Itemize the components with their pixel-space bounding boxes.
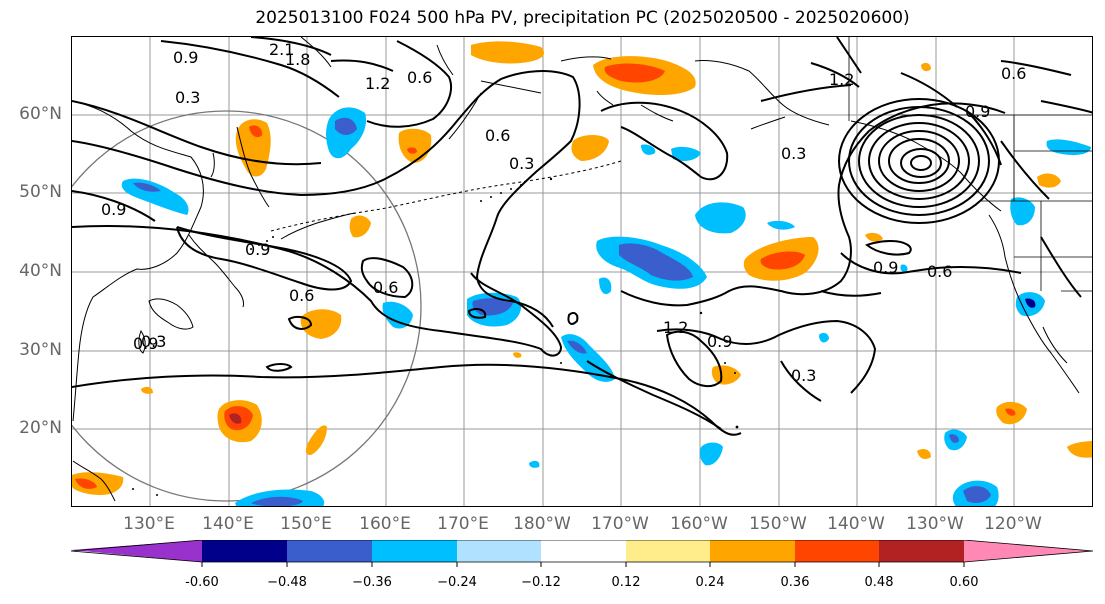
colorbar-label: −0.48 (267, 575, 307, 590)
colorbar-segment (541, 540, 626, 562)
colorbar-label: -0.60 (185, 575, 219, 590)
colorbar-extend-left (71, 540, 202, 562)
lon-label-160w: 160°W (670, 514, 728, 534)
contour-label: 0.9 (965, 102, 990, 121)
lon-label-120w: 120°W (984, 514, 1042, 534)
range-circle (72, 110, 422, 502)
contour-label: 0.9 (873, 258, 898, 277)
contour-label: 0.6 (1001, 64, 1026, 83)
lon-label-130e: 130°E (123, 514, 175, 534)
island-dots (132, 177, 739, 496)
contour-label: 0.3 (781, 144, 806, 163)
colorbar-ticks (201, 562, 965, 567)
contour-label: 1.2 (829, 70, 854, 89)
colorbar-label: 0.12 (612, 575, 641, 590)
contour-label: 0.6 (485, 126, 510, 145)
contour-label: 0.9 (245, 240, 270, 259)
colorbar-segment (626, 540, 710, 562)
contour-label: 0.6 (927, 262, 952, 281)
colorbar-segment (372, 540, 457, 562)
lon-label-150w: 150°W (749, 514, 807, 534)
colorbar: -0.60 −0.48 −0.36 −0.24 −0.12 0.12 0.24 … (0, 539, 1105, 600)
colorbar-segment (287, 540, 372, 562)
lat-label-20n: 20°N (19, 418, 62, 438)
lon-label-180w: 180°W (513, 514, 571, 534)
colorbar-segment (879, 540, 964, 562)
colorbar-label: −0.12 (521, 575, 561, 590)
precip-shading (72, 41, 1092, 506)
lon-label-150e: 150°E (280, 514, 332, 534)
contour-label: 0.3 (791, 366, 816, 385)
colorbar-label: 0.36 (781, 575, 810, 590)
contour-label: 1.8 (285, 50, 310, 69)
colorbar-segment (795, 540, 879, 562)
dashed-boundary (270, 160, 622, 232)
colorbar-label: −0.36 (352, 575, 392, 590)
lon-label-140w: 140°W (827, 514, 885, 534)
colorbar-label: 0.48 (865, 575, 894, 590)
lon-label-160e: 160°E (359, 514, 411, 534)
lat-label-30n: 30°N (19, 340, 62, 360)
lon-label-170w: 170°W (591, 514, 649, 534)
contour-label: 0.3 (175, 88, 200, 107)
pv-contours (72, 37, 1092, 436)
colorbar-segment (710, 540, 795, 562)
political-borders (848, 37, 1092, 292)
contour-label: 1.2 (365, 74, 390, 93)
lat-label-50n: 50°N (19, 182, 62, 202)
colorbar-svg: -0.60 −0.48 −0.36 −0.24 −0.12 0.12 0.24 … (70, 539, 1094, 590)
contour-label: 0.9 (101, 200, 126, 219)
lat-label-60n: 60°N (19, 104, 62, 124)
contour-label: 0.9 (707, 332, 732, 351)
coastlines (72, 37, 1080, 502)
cyclone-rings (838, 98, 1000, 224)
colorbar-label: 0.24 (696, 575, 725, 590)
lat-label-40n: 40°N (19, 261, 62, 281)
map-title: 2025013100 F024 500 hPa PV, precipitatio… (255, 8, 910, 28)
contour-label: 0.9 (173, 48, 198, 67)
colorbar-extend-right (964, 540, 1093, 562)
map-panel[interactable]: 2.1 1.8 0.9 1.2 0.6 0.3 0.9 0.6 0.3 0.9 … (71, 36, 1093, 507)
contour-label: 0.6 (373, 278, 398, 297)
contour-label: 0.9 (133, 334, 158, 353)
lon-label-130w: 130°W (906, 514, 964, 534)
contour-labels: 2.1 1.8 0.9 1.2 0.6 0.3 0.9 0.6 0.3 0.9 … (101, 40, 1026, 385)
contour-label: 1.2 (663, 318, 688, 337)
map-svg: 2.1 1.8 0.9 1.2 0.6 0.3 0.9 0.6 0.3 0.9 … (72, 37, 1092, 506)
lon-label-140e: 140°E (202, 514, 254, 534)
colorbar-segment (457, 540, 541, 562)
contour-label: 0.6 (289, 286, 314, 305)
colorbar-label: −0.24 (437, 575, 477, 590)
colorbar-segment (202, 540, 287, 562)
contour-label: 0.3 (141, 332, 166, 351)
lon-label-170e: 170°E (437, 514, 489, 534)
contour-label: 0.3 (509, 154, 534, 173)
contour-label: 0.6 (407, 68, 432, 87)
contour-label: 2.1 (269, 40, 294, 59)
colorbar-label: 0.60 (950, 575, 979, 590)
